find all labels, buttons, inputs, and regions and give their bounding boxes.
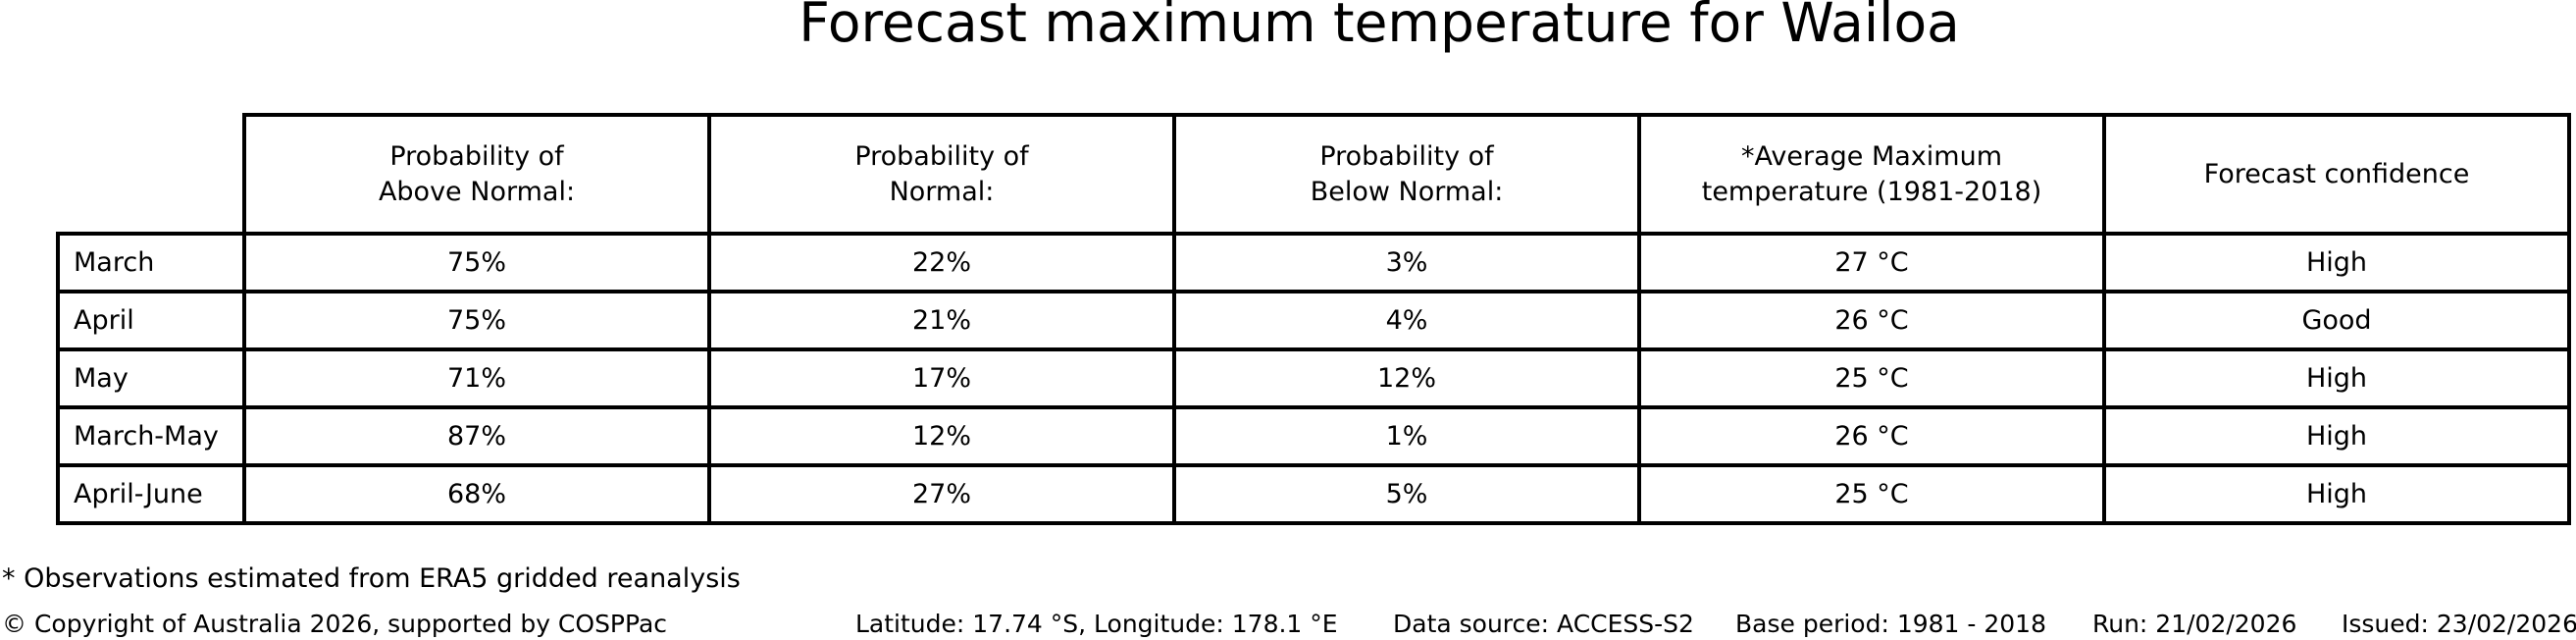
column-header-below-normal: Probability of Below Normal: bbox=[1172, 113, 1641, 236]
row-label: April bbox=[56, 290, 246, 351]
cell-avg-max-temp: 25 °C bbox=[1637, 347, 2106, 409]
footer-issued-date: Issued: 23/02/2026 bbox=[2342, 610, 2576, 638]
cell-avg-max-temp: 26 °C bbox=[1637, 290, 2106, 351]
table-row-may: May 71% 17% 12% 25 °C High bbox=[56, 347, 2571, 409]
cell-below-normal: 5% bbox=[1172, 463, 1641, 525]
cell-confidence: High bbox=[2102, 463, 2571, 525]
cell-below-normal: 4% bbox=[1172, 290, 1641, 351]
footer-data-source: Data source: ACCESS-S2 bbox=[1393, 610, 1694, 638]
table-row-march: March 75% 22% 3% 27 °C High bbox=[56, 232, 2571, 293]
footnote: * Observations estimated from ERA5 gridd… bbox=[2, 563, 741, 594]
row-label: March-May bbox=[56, 405, 246, 467]
cell-avg-max-temp: 27 °C bbox=[1637, 232, 2106, 293]
footer-base-period: Base period: 1981 - 2018 bbox=[1735, 610, 2046, 638]
table-row-march-may: March-May 87% 12% 1% 26 °C High bbox=[56, 405, 2571, 467]
column-header-confidence: Forecast confidence bbox=[2102, 113, 2571, 236]
cell-below-normal: 3% bbox=[1172, 232, 1641, 293]
row-label: April-June bbox=[56, 463, 246, 525]
footer-run-date: Run: 21/02/2026 bbox=[2092, 610, 2297, 638]
footer-copyright: © Copyright of Australia 2026, supported… bbox=[2, 610, 668, 638]
cell-confidence: High bbox=[2102, 347, 2571, 409]
cell-avg-max-temp: 25 °C bbox=[1637, 463, 2106, 525]
page-title: Forecast maximum temperature for Wailoa bbox=[799, 0, 1960, 54]
forecast-table-container: Probability of Above Normal: Probability… bbox=[56, 113, 2571, 525]
table-row-april-june: April-June 68% 27% 5% 25 °C High bbox=[56, 463, 2571, 525]
forecast-table: Probability of Above Normal: Probability… bbox=[56, 113, 2571, 525]
cell-avg-max-temp: 26 °C bbox=[1637, 405, 2106, 467]
cell-normal: 17% bbox=[707, 347, 1176, 409]
cell-normal: 27% bbox=[707, 463, 1176, 525]
row-label: March bbox=[56, 232, 246, 293]
cell-confidence: Good bbox=[2102, 290, 2571, 351]
cell-confidence: High bbox=[2102, 405, 2571, 467]
row-label: May bbox=[56, 347, 246, 409]
cell-below-normal: 12% bbox=[1172, 347, 1641, 409]
column-header-normal: Probability of Normal: bbox=[707, 113, 1176, 236]
cell-confidence: High bbox=[2102, 232, 2571, 293]
cell-above-normal: 87% bbox=[242, 405, 711, 467]
header-row: Probability of Above Normal: Probability… bbox=[58, 113, 2571, 236]
column-header-avg-max-temp: *Average Maximum temperature (1981-2018) bbox=[1637, 113, 2106, 236]
footer-location: Latitude: 17.74 °S, Longitude: 178.1 °E bbox=[855, 610, 1338, 638]
cell-normal: 21% bbox=[707, 290, 1176, 351]
table-row-april: April 75% 21% 4% 26 °C Good bbox=[56, 290, 2571, 351]
column-header-above-normal: Probability of Above Normal: bbox=[242, 113, 711, 236]
table-corner-blank bbox=[58, 115, 244, 234]
cell-normal: 12% bbox=[707, 405, 1176, 467]
cell-above-normal: 75% bbox=[242, 232, 711, 293]
cell-above-normal: 68% bbox=[242, 463, 711, 525]
cell-above-normal: 75% bbox=[242, 290, 711, 351]
cell-above-normal: 71% bbox=[242, 347, 711, 409]
cell-normal: 22% bbox=[707, 232, 1176, 293]
cell-below-normal: 1% bbox=[1172, 405, 1641, 467]
